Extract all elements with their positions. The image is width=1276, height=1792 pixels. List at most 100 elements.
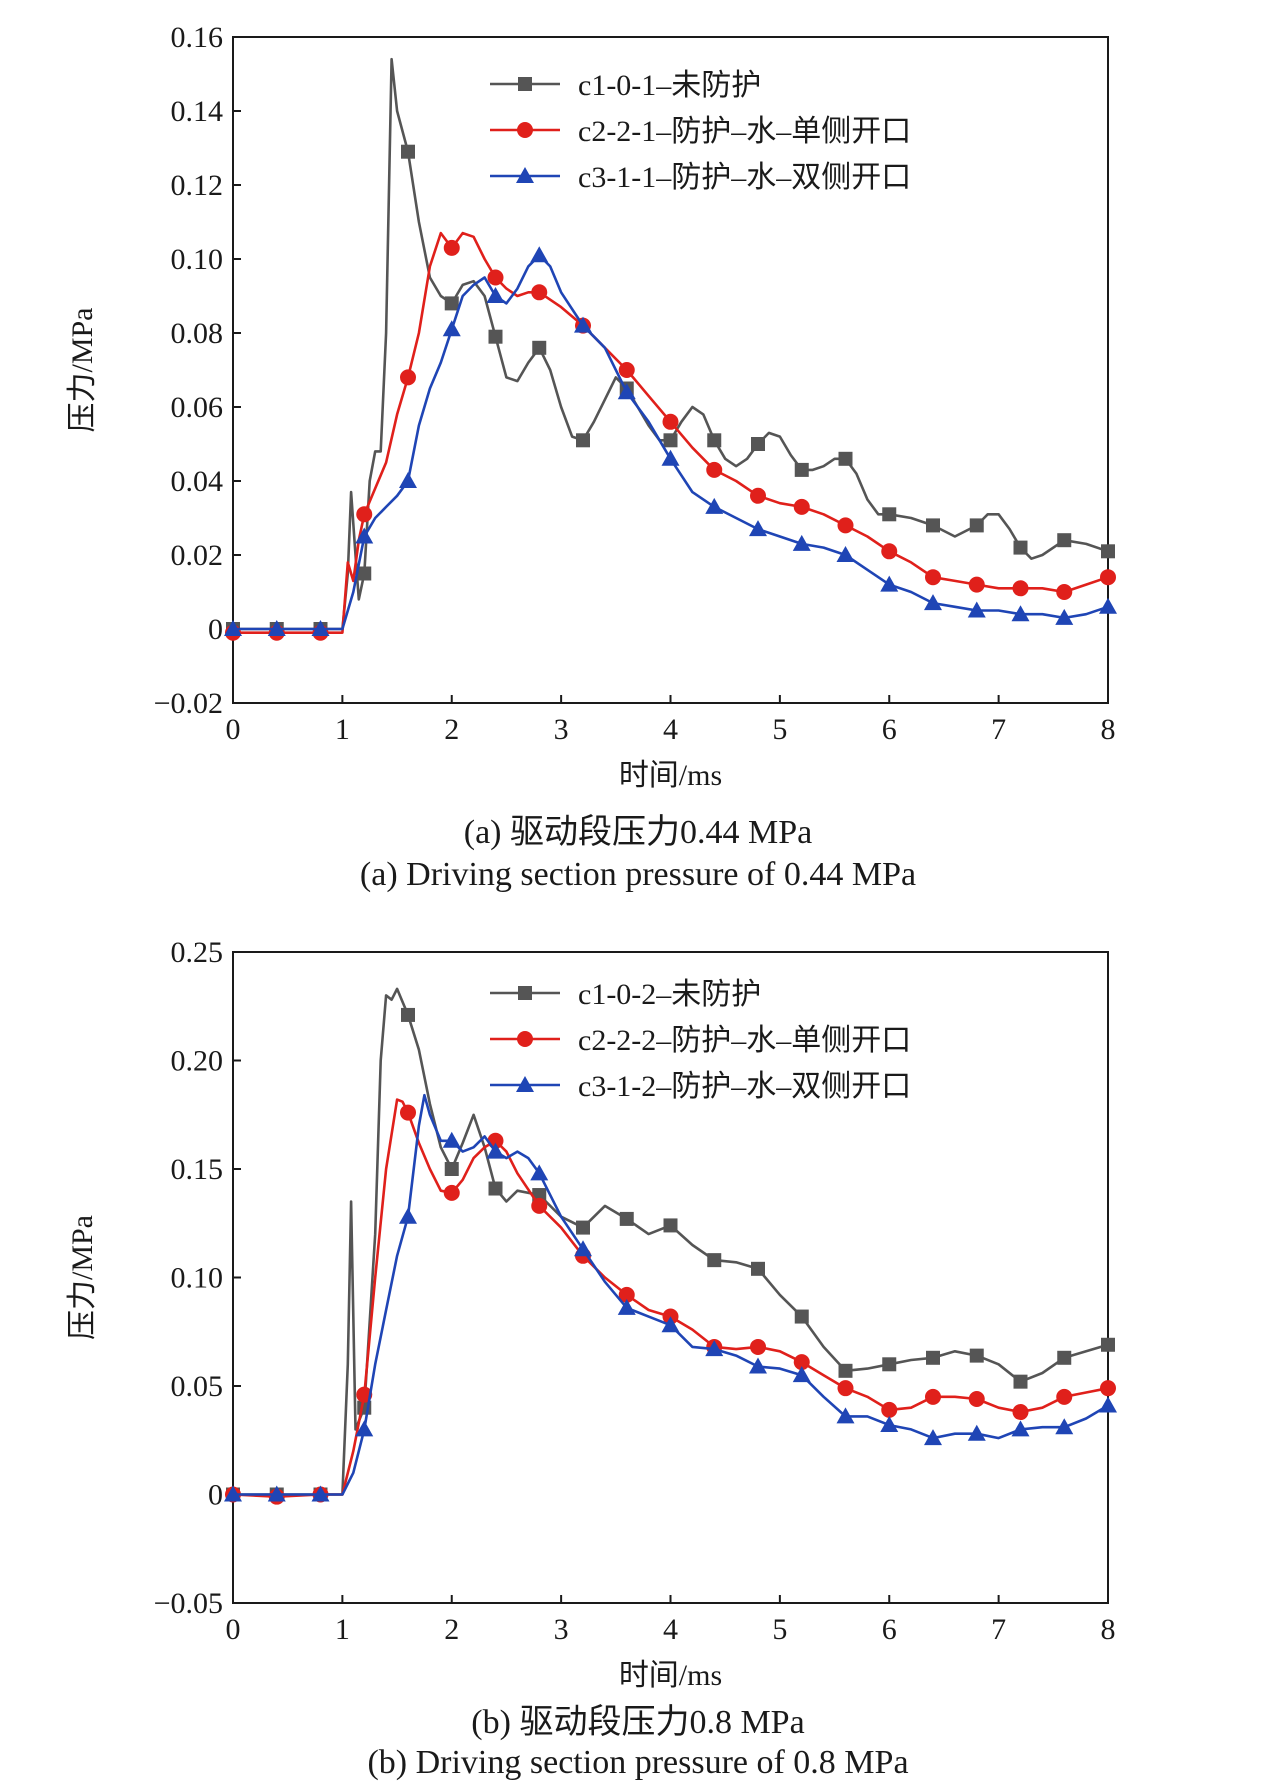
data-point-marker	[444, 1162, 459, 1176]
y-tick-label: 0.08	[171, 317, 224, 350]
x-tick-label: 2	[444, 713, 459, 746]
y-tick-label: 0.16	[171, 21, 224, 54]
data-point-marker	[924, 594, 942, 611]
data-point-marker	[967, 601, 986, 618]
data-point-marker	[400, 1104, 416, 1121]
x-axis-label: 时间/ms	[619, 1659, 722, 1692]
legend-marker	[518, 77, 532, 91]
data-point-marker	[662, 413, 679, 430]
data-point-marker	[1100, 569, 1116, 586]
y-tick-label: −0.05	[154, 1587, 223, 1620]
data-point-marker	[1011, 1420, 1030, 1437]
data-point-marker	[401, 1007, 415, 1022]
data-point-marker	[1099, 1396, 1117, 1413]
legend-marker	[517, 122, 533, 138]
data-point-marker	[357, 566, 372, 581]
data-point-marker	[618, 1286, 635, 1303]
data-point-marker	[530, 246, 549, 263]
data-point-marker	[267, 1485, 286, 1502]
data-point-marker	[1057, 1350, 1072, 1365]
chart-panel-b: 0 1 2 3 4 5 6 7 8−0.0500.050.100.150.200.25时间/ms…	[66, 936, 1117, 1692]
data-point-marker	[1012, 1404, 1029, 1421]
data-point-marker	[267, 620, 286, 636]
data-point-marker	[532, 340, 547, 355]
data-point-marker	[661, 449, 680, 466]
data-point-marker	[793, 498, 810, 515]
y-tick-label: 0.12	[171, 169, 224, 202]
data-point-marker	[1101, 544, 1115, 559]
caption-b-cn: (b) 驱动段压力0.8 MPa	[471, 1704, 805, 1741]
y-tick-label: 0.02	[171, 539, 224, 572]
y-axis-label: 压力/MPa	[66, 1215, 99, 1340]
legend-marker	[517, 1031, 533, 1047]
data-point-marker	[487, 269, 504, 286]
series-triangle	[224, 1093, 1117, 1502]
data-point-marker	[836, 546, 855, 562]
x-tick-label: 3	[554, 713, 569, 746]
data-point-marker	[837, 1380, 854, 1397]
data-point-marker	[882, 507, 897, 522]
y-tick-label: −0.02	[154, 687, 223, 720]
y-tick-label: 0.25	[171, 936, 224, 969]
data-point-marker	[881, 543, 898, 560]
data-point-marker	[486, 287, 505, 303]
data-point-marker	[969, 518, 984, 533]
data-point-marker	[751, 437, 765, 451]
data-point-marker	[924, 1429, 942, 1446]
data-point-marker	[882, 1357, 897, 1372]
data-point-marker	[617, 383, 636, 400]
legend-label: c3-1-1–防护–水–双侧开口	[578, 161, 911, 194]
data-point-marker	[880, 575, 899, 592]
y-tick-label: 0.05	[171, 1370, 224, 1403]
data-point-marker	[880, 1416, 899, 1433]
data-point-marker	[925, 569, 941, 586]
data-point-marker	[1055, 608, 1074, 625]
x-tick-label: 8	[1101, 713, 1116, 746]
data-point-marker	[881, 1401, 898, 1418]
data-point-marker	[443, 1184, 460, 1201]
x-tick-label: 1	[335, 713, 350, 746]
data-point-marker	[619, 1211, 634, 1226]
legend-marker	[516, 167, 534, 183]
y-tick-label: 0.10	[171, 243, 224, 276]
data-point-marker	[750, 1338, 766, 1355]
data-point-marker	[1012, 580, 1029, 597]
y-axis-label: 压力/MPa	[66, 307, 99, 432]
data-point-marker	[1101, 1337, 1115, 1352]
x-tick-label: 4	[663, 713, 678, 746]
y-tick-label: 0	[208, 1479, 223, 1512]
data-point-marker	[968, 576, 985, 593]
data-point-marker	[1011, 605, 1030, 622]
data-point-marker	[488, 329, 503, 344]
caption-a-cn: (a) 驱动段压力0.44 MPa	[463, 814, 813, 851]
data-point-marker	[749, 1357, 767, 1374]
x-tick-label: 5	[772, 713, 787, 746]
data-point-marker	[311, 1485, 330, 1502]
data-point-marker	[705, 1340, 724, 1357]
data-point-marker	[1013, 540, 1028, 555]
data-point-marker	[794, 462, 809, 477]
x-tick-label: 8	[1101, 1613, 1116, 1646]
data-point-marker	[1056, 1388, 1073, 1405]
data-point-marker	[1013, 1374, 1028, 1389]
legend-label: c2-2-1–防护–水–单侧开口	[578, 115, 911, 148]
x-axis-label: 时间/ms	[619, 759, 722, 792]
data-point-marker	[574, 316, 592, 333]
data-point-marker	[1055, 1418, 1074, 1435]
data-point-marker	[576, 1220, 590, 1235]
data-point-marker	[836, 1407, 855, 1424]
data-point-marker	[399, 472, 417, 488]
data-point-marker	[706, 461, 723, 478]
data-point-marker	[969, 1348, 984, 1363]
data-point-marker	[443, 239, 460, 256]
chart-panel-a: 0 1 2 3 4 5 6 7 8−0.0200.020.040.060.080.100.120…	[66, 21, 1117, 792]
x-tick-label: 6	[882, 713, 897, 746]
caption-a-en: (a) Driving section pressure of 0.44 MPa	[359, 856, 917, 893]
data-point-marker	[967, 1424, 986, 1441]
y-tick-label: 0.15	[171, 1153, 224, 1186]
data-point-marker	[707, 1253, 722, 1268]
x-tick-label: 0	[226, 713, 241, 746]
data-point-marker	[488, 1181, 503, 1196]
data-point-marker	[531, 1197, 548, 1214]
legend-label: c1-0-2–未防护	[578, 978, 761, 1011]
